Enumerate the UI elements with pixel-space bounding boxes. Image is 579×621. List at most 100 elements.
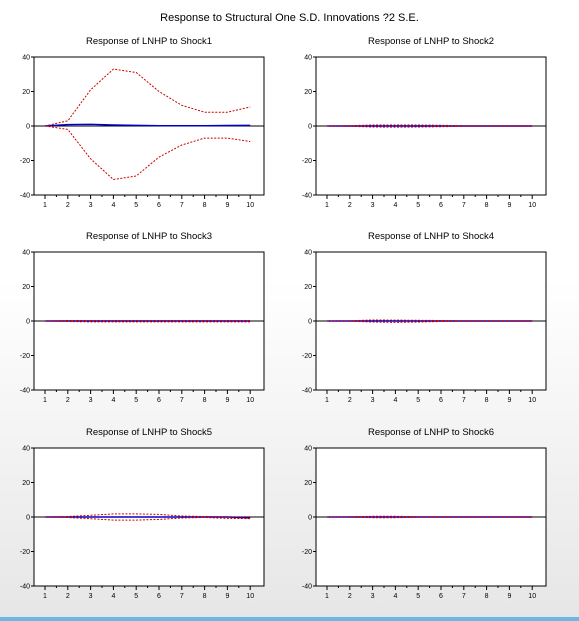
x-tick-label: 3: [371, 397, 375, 404]
x-tick-label: 2: [66, 202, 70, 209]
x-tick-label: 10: [528, 397, 536, 404]
x-tick-label: 10: [246, 397, 254, 404]
y-tick-label: 40: [304, 446, 312, 453]
y-tick-label: 20: [304, 480, 312, 487]
y-tick-label: 40: [22, 55, 30, 62]
x-tick-label: 5: [416, 593, 420, 600]
panel-title: Response of LNHP to Shock3: [86, 231, 212, 242]
x-tick-label: 6: [439, 593, 443, 600]
y-tick-label: 0: [308, 124, 312, 131]
y-tick-label: -40: [302, 388, 312, 395]
y-tick-label: 20: [22, 480, 30, 487]
x-tick-label: 2: [348, 202, 352, 209]
x-tick-label: 9: [225, 397, 229, 404]
y-tick-label: -40: [302, 193, 312, 200]
y-tick-label: 0: [308, 515, 312, 522]
x-tick-label: 1: [325, 397, 329, 404]
y-tick-label: 20: [304, 284, 312, 291]
y-tick-label: -20: [302, 158, 312, 165]
confidence-band-upper: [44, 513, 251, 518]
figure-title: Response to Structural One S.D. Innovati…: [160, 12, 419, 24]
x-tick-label: 3: [371, 202, 375, 209]
y-tick-label: -20: [20, 158, 30, 165]
x-tick-label: 10: [246, 593, 254, 600]
x-tick-label: 1: [43, 397, 47, 404]
x-tick-label: 8: [203, 593, 207, 600]
x-tick-label: 8: [203, 397, 207, 404]
x-tick-label: 1: [325, 202, 329, 209]
confidence-band-upper: [44, 68, 251, 127]
window-bottom-border: [0, 617, 579, 621]
x-tick-label: 6: [157, 397, 161, 404]
y-tick-label: 40: [22, 250, 30, 257]
response-line: [44, 123, 251, 127]
chart-panel-3: Response of LNHP to Shock3 -40 -20 0 20 40 1 2 3…: [20, 231, 265, 404]
y-tick-label: -20: [20, 353, 30, 360]
chart-panel-6: Response of LNHP to Shock6 -40 -20 0 20 40 1 2 3…: [302, 427, 547, 600]
x-tick-label: 2: [66, 593, 70, 600]
x-tick-label: 8: [485, 202, 489, 209]
x-tick-label: 7: [180, 593, 184, 600]
x-tick-label: 1: [325, 593, 329, 600]
x-tick-label: 4: [393, 593, 397, 600]
panel-title: Response of LNHP to Shock1: [86, 36, 212, 47]
x-tick-label: 4: [111, 202, 115, 209]
y-tick-label: 20: [22, 89, 30, 96]
chart-panel-1: Response of LNHP to Shock1 -40 -20 0 20 40 1 2 3…: [20, 36, 265, 209]
x-tick-label: 1: [43, 593, 47, 600]
y-tick-label: -20: [302, 353, 312, 360]
x-tick-label: 9: [225, 202, 229, 209]
x-tick-label: 9: [507, 202, 511, 209]
x-tick-label: 2: [348, 397, 352, 404]
chart-panel-4: Response of LNHP to Shock4 -40 -20 0 20 40 1 2 3…: [302, 231, 547, 404]
x-tick-label: 10: [246, 202, 254, 209]
panel-title: Response of LNHP to Shock6: [368, 427, 494, 438]
x-tick-label: 9: [507, 593, 511, 600]
x-tick-label: 10: [528, 202, 536, 209]
y-tick-label: 20: [304, 89, 312, 96]
panel-title: Response of LNHP to Shock5: [86, 427, 212, 438]
x-tick-label: 6: [157, 202, 161, 209]
y-tick-label: 0: [308, 319, 312, 326]
x-tick-label: 7: [180, 202, 184, 209]
y-tick-label: -20: [20, 549, 30, 556]
x-tick-label: 4: [111, 397, 115, 404]
y-tick-label: -20: [302, 549, 312, 556]
x-tick-label: 7: [180, 397, 184, 404]
x-tick-label: 6: [439, 397, 443, 404]
x-tick-label: 3: [89, 593, 93, 600]
chart-panel-2: Response of LNHP to Shock2 -40 -20 0 20 40 1 2 3…: [302, 36, 547, 209]
y-tick-label: -40: [20, 193, 30, 200]
y-tick-label: 40: [304, 55, 312, 62]
x-tick-label: 4: [393, 202, 397, 209]
confidence-band-lower: [326, 516, 533, 519]
x-tick-label: 7: [462, 397, 466, 404]
response-line: [45, 516, 251, 519]
x-tick-label: 8: [203, 202, 207, 209]
x-tick-label: 9: [225, 593, 229, 600]
y-tick-label: -40: [302, 584, 312, 591]
confidence-band-upper: [326, 319, 533, 322]
x-tick-label: 5: [134, 202, 138, 209]
x-tick-label: 8: [485, 397, 489, 404]
y-tick-label: -40: [20, 388, 30, 395]
x-tick-label: 9: [507, 397, 511, 404]
x-tick-label: 3: [371, 593, 375, 600]
x-tick-label: 5: [416, 397, 420, 404]
x-tick-label: 8: [485, 593, 489, 600]
confidence-band-lower: [326, 125, 533, 128]
y-tick-label: 0: [26, 124, 30, 131]
x-tick-label: 5: [134, 593, 138, 600]
x-tick-label: 2: [66, 397, 70, 404]
y-tick-label: -40: [20, 584, 30, 591]
confidence-band-lower: [44, 320, 251, 323]
confidence-band-lower: [44, 516, 251, 521]
y-tick-label: 20: [22, 284, 30, 291]
y-tick-label: 40: [22, 446, 30, 453]
y-tick-label: 40: [304, 250, 312, 257]
confidence-band-upper: [44, 320, 251, 322]
x-tick-label: 7: [462, 593, 466, 600]
confidence-band-lower: [326, 320, 533, 323]
x-tick-label: 5: [416, 202, 420, 209]
